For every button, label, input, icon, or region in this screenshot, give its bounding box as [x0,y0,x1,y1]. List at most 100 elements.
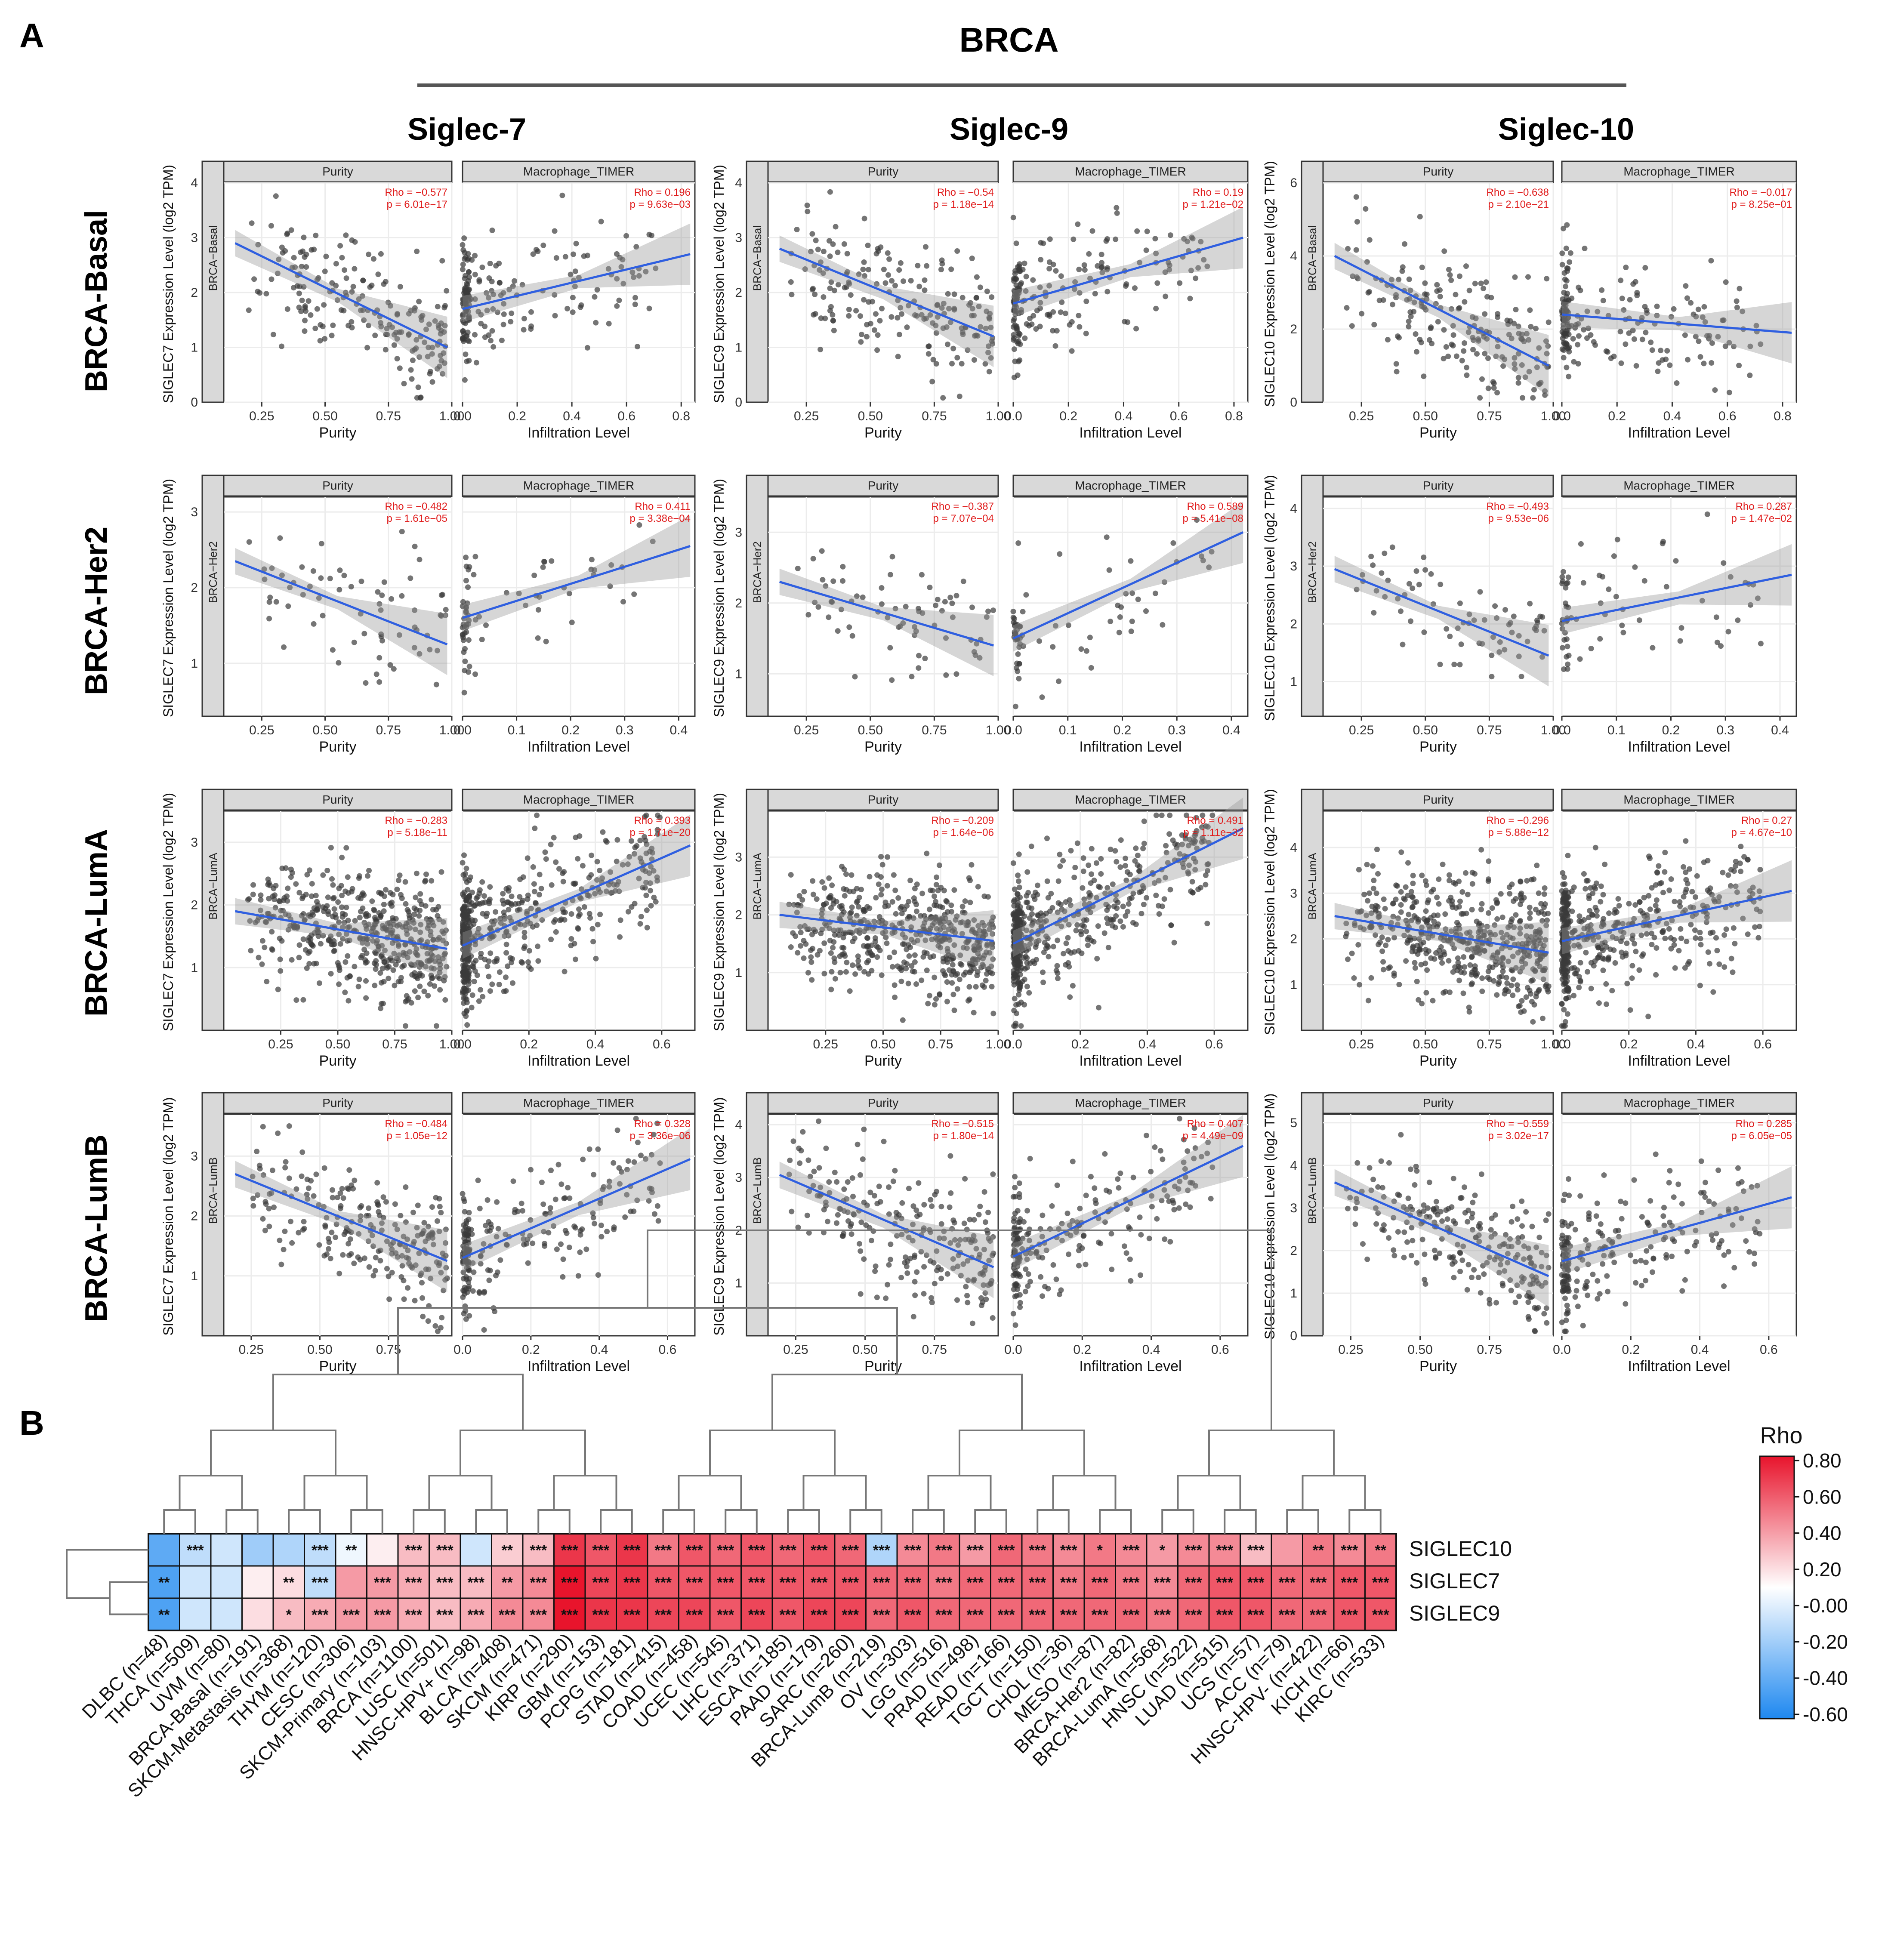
data-point [1708,258,1714,264]
data-point [1375,871,1381,877]
data-point [486,958,492,964]
data-point [1413,568,1419,574]
data-point [1409,905,1415,910]
data-point [568,271,574,277]
y-tick-label: 0 [191,395,198,410]
data-point [1683,838,1689,844]
x-tick-label: 0.50 [1413,723,1438,737]
data-point [535,958,541,964]
data-point [379,965,386,971]
data-point [461,338,466,344]
data-point [1544,986,1550,992]
data-point [1029,905,1035,911]
data-point [1571,884,1577,890]
data-point [1516,653,1522,659]
data-point [1430,998,1436,1004]
data-point [933,602,939,608]
data-point [302,328,308,334]
data-point [1367,237,1373,243]
data-point [1421,629,1427,635]
data-point [1581,327,1587,333]
data-point [1486,858,1492,864]
data-point [1461,348,1467,354]
y-tick-label: 4 [1290,502,1297,516]
data-point [1010,215,1016,221]
data-point [1464,372,1470,378]
data-point [463,897,469,903]
data-point [336,981,342,987]
data-point [541,559,547,565]
y-tick-label: 1 [1290,675,1297,689]
data-point [1038,257,1044,263]
data-point [839,945,845,951]
data-point [1654,303,1660,309]
x-tick-label: 0.3 [1168,723,1186,737]
data-point [1092,291,1098,297]
data-point [335,899,341,905]
data-point [1599,287,1605,293]
data-point [1037,305,1043,311]
data-point [1133,845,1139,851]
data-point [959,295,966,301]
data-point [1349,323,1355,329]
data-point [421,988,427,994]
data-point [1649,942,1655,947]
data-point [416,354,423,360]
data-point [846,313,852,319]
data-point [463,273,469,279]
x-tick-label: 0.4 [586,1037,605,1051]
x-tick-label: 0.2 [1662,723,1680,737]
data-point [429,975,435,981]
y-tick-label: 3 [735,850,742,864]
data-point [830,897,836,903]
data-point [1414,349,1419,355]
data-point [895,354,901,360]
data-point [1021,643,1026,649]
data-point [352,266,358,272]
data-point [433,1023,439,1029]
data-point [1588,986,1594,992]
data-point [1153,892,1159,898]
data-point [620,280,626,287]
data-point [988,355,994,361]
data-point [364,345,370,351]
data-point [375,271,381,277]
facet-strip [767,160,999,183]
data-point [922,287,928,293]
data-point [1731,868,1737,874]
data-point [531,881,537,887]
data-point [1016,878,1021,884]
data-point [418,314,424,320]
data-point [922,277,928,283]
data-point [1106,567,1112,573]
data-point [423,327,429,333]
data-point [358,909,364,915]
data-point [819,548,825,554]
data-point [418,921,424,928]
data-point [1561,1007,1567,1013]
data-point [381,579,387,585]
data-point [486,295,492,301]
data-point [463,555,469,561]
data-point [1525,274,1531,280]
data-point [375,589,381,595]
data-point [653,265,659,271]
data-point [581,904,587,910]
data-point [1588,960,1594,966]
data-point [1709,340,1715,346]
data-point [416,299,422,305]
data-point [1588,332,1594,338]
data-point [927,584,933,590]
data-point [1166,259,1171,265]
data-point [1419,265,1425,270]
data-point [951,1008,957,1013]
data-point [575,926,581,932]
data-point [1016,644,1022,650]
data-point [497,280,503,286]
data-point [1493,353,1499,359]
data-point [1423,908,1429,914]
x-tick-label: 0.8 [1225,409,1243,423]
data-point [1571,992,1577,998]
data-point [1725,872,1731,878]
